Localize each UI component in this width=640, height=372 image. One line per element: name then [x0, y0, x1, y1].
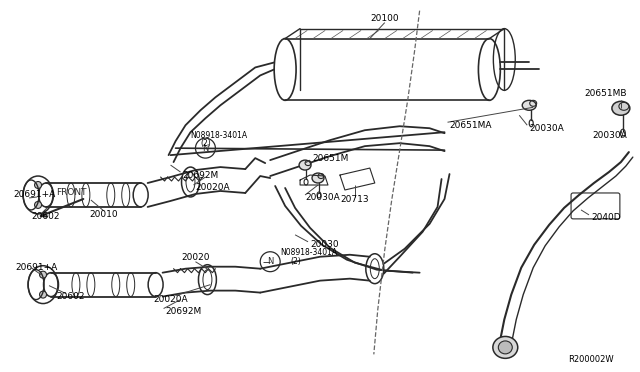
Text: 20020A: 20020A [195, 183, 230, 192]
Text: 20651M: 20651M [312, 154, 348, 163]
Text: 20030A: 20030A [305, 193, 340, 202]
Text: 20030: 20030 [310, 240, 339, 249]
Text: N: N [267, 257, 273, 266]
Text: 2040D: 2040D [591, 214, 621, 222]
Text: 20691+A: 20691+A [15, 263, 58, 272]
Text: 20602: 20602 [56, 292, 84, 301]
Text: 20713: 20713 [340, 195, 369, 205]
Text: 20691+A: 20691+A [13, 190, 56, 199]
FancyBboxPatch shape [571, 193, 620, 219]
Text: (2): (2) [290, 257, 301, 266]
Ellipse shape [612, 101, 630, 115]
Ellipse shape [493, 336, 518, 358]
Ellipse shape [40, 291, 47, 298]
Text: N08918-3401A: N08918-3401A [191, 131, 248, 140]
Text: 20651MB: 20651MB [584, 89, 627, 98]
Text: 20692M: 20692M [182, 170, 219, 180]
Text: N: N [202, 144, 209, 153]
Text: FRONT: FRONT [56, 189, 86, 198]
Ellipse shape [35, 182, 42, 189]
Ellipse shape [40, 271, 47, 278]
Text: 20030A: 20030A [592, 131, 627, 140]
Text: 20692M: 20692M [166, 307, 202, 316]
Ellipse shape [35, 202, 42, 208]
Text: 20030A: 20030A [529, 124, 564, 133]
Text: 20602: 20602 [31, 212, 60, 221]
Text: 20020A: 20020A [153, 295, 188, 304]
Ellipse shape [299, 160, 311, 170]
Text: 20020: 20020 [181, 253, 210, 262]
Text: 20651MA: 20651MA [449, 121, 492, 130]
Ellipse shape [312, 173, 324, 183]
Text: N08918-3401A: N08918-3401A [280, 248, 337, 257]
Ellipse shape [499, 341, 512, 354]
Text: 20010: 20010 [90, 211, 118, 219]
Text: (2): (2) [200, 139, 211, 148]
Text: R200002W: R200002W [568, 355, 614, 364]
Ellipse shape [522, 100, 536, 110]
Text: 20100: 20100 [371, 14, 399, 23]
